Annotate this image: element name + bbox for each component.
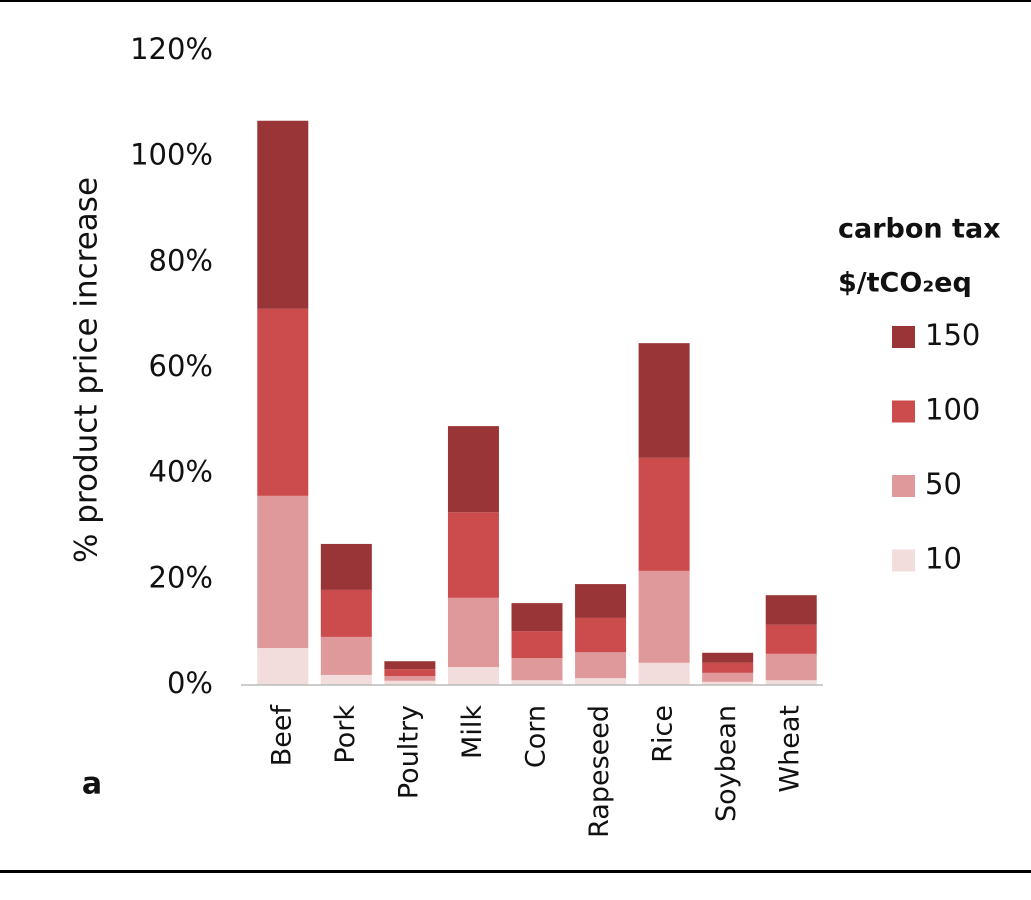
frame-top	[0, 0, 1031, 2]
bar-segment	[702, 672, 754, 682]
bar-segment	[575, 678, 627, 685]
bar-segment	[765, 680, 817, 685]
y-tick-label: 120%	[130, 32, 213, 66]
bar-segment	[638, 662, 690, 685]
bar-segment	[320, 543, 372, 590]
bar-segment	[575, 652, 627, 679]
x-tick-label: Rice	[648, 705, 679, 763]
y-tick-label: 40%	[149, 455, 213, 489]
legend-label: 100	[925, 393, 980, 427]
bar-segment	[320, 589, 372, 637]
bar-segment	[702, 681, 754, 685]
bar-segment	[511, 658, 563, 681]
bar-segment	[257, 495, 309, 649]
bar-segment	[447, 667, 499, 685]
bar-segment	[447, 597, 499, 668]
bar-segment	[447, 512, 499, 598]
x-tick-label: Poultry	[393, 705, 424, 799]
bar-segment	[384, 680, 436, 685]
x-tick-label: Beef	[266, 704, 297, 767]
legend-title: $/tCO₂eq	[838, 268, 972, 299]
legend-swatch	[892, 475, 915, 497]
y-tick-label: 0%	[167, 666, 213, 700]
bar-segment	[638, 343, 690, 458]
bar-segment	[384, 676, 436, 681]
bar-segment	[765, 653, 817, 681]
bar-segment	[257, 120, 309, 309]
bar-segment	[384, 661, 436, 670]
bar-segment	[257, 308, 309, 496]
bar-segment	[765, 624, 817, 654]
panel-label: a	[82, 767, 102, 802]
legend-label: 50	[925, 467, 962, 501]
legend-swatch	[892, 400, 915, 423]
legend-title: carbon tax	[838, 214, 1001, 245]
y-tick-label: 60%	[149, 349, 213, 383]
bar-segment	[257, 648, 309, 685]
legend-label: 150	[925, 318, 980, 352]
bar-segment	[765, 595, 817, 625]
bar-segment	[575, 617, 627, 653]
frame-bottom	[0, 870, 1031, 873]
bar-segment	[702, 662, 754, 673]
x-tick-label: Wheat	[775, 705, 806, 793]
legend-swatch	[892, 326, 915, 348]
bar-segment	[320, 674, 372, 685]
bar-segment	[511, 631, 563, 659]
bar-segment	[702, 652, 754, 663]
bar-segment	[320, 636, 372, 675]
y-tick-label: 80%	[149, 243, 213, 277]
legend-label: 10	[925, 542, 962, 576]
bar-segment	[384, 669, 436, 677]
y-tick-label: 20%	[149, 560, 213, 594]
bar-segment	[511, 603, 563, 632]
x-tick-label: Soybean	[711, 705, 742, 822]
legend-swatch	[892, 549, 915, 572]
bar-segment	[511, 680, 563, 685]
bar-segment	[447, 426, 499, 513]
y-tick-label: 100%	[130, 138, 213, 172]
bar-segment	[638, 570, 690, 663]
x-tick-label: Rapeseed	[584, 705, 615, 838]
x-tick-label: Milk	[457, 705, 488, 759]
x-tick-label: Corn	[521, 705, 552, 768]
y-axis-title: % product price increase	[69, 177, 105, 563]
bar-segment	[575, 584, 627, 618]
x-tick-label: Pork	[330, 705, 361, 764]
bar-segment	[638, 457, 690, 571]
